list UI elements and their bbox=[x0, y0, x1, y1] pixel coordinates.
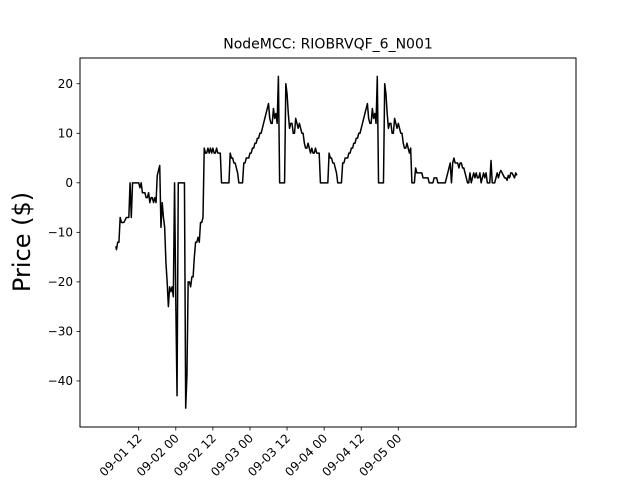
y-tick-label: −40 bbox=[48, 374, 73, 388]
y-tick-label: 10 bbox=[58, 126, 73, 140]
y-tick-label: −10 bbox=[48, 225, 73, 239]
chart-title: NodeMCC: RIOBRVQF_6_N001 bbox=[223, 37, 433, 53]
y-axis: 20 10 0 −10 −20 −30 −40 bbox=[48, 77, 80, 388]
y-tick-label: −20 bbox=[48, 275, 73, 289]
plot-area bbox=[80, 58, 576, 427]
y-tick-label: −30 bbox=[48, 324, 73, 338]
axes-frame bbox=[79, 57, 577, 428]
y-tick-label: 0 bbox=[65, 176, 73, 190]
price-series-line bbox=[115, 75, 518, 409]
y-tick-label: 20 bbox=[58, 77, 73, 91]
y-axis-label: Price ($) bbox=[8, 192, 36, 292]
